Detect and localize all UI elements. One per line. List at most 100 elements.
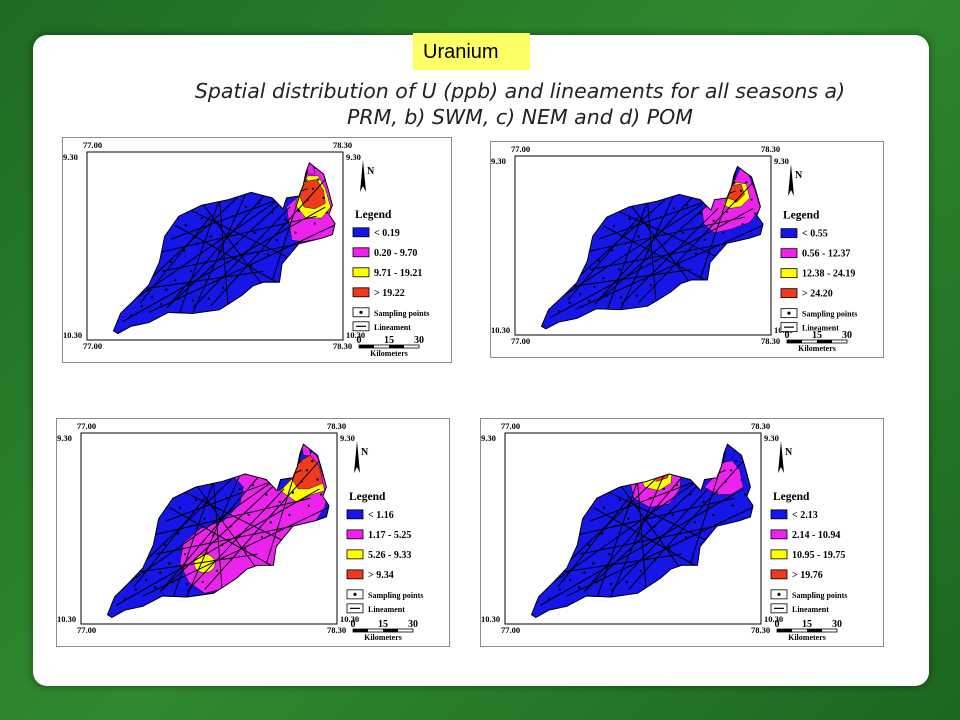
sampling-point xyxy=(244,547,247,550)
sampling-point xyxy=(191,299,195,302)
north-label: N xyxy=(367,166,375,177)
lineament-line xyxy=(142,507,329,597)
sampling-point xyxy=(724,480,727,483)
lineament-line xyxy=(628,460,744,590)
lon-left-bottom: 77.00 xyxy=(83,341,102,351)
scale-zero: 0 xyxy=(785,330,790,341)
lineaments xyxy=(116,451,329,606)
sampling-point xyxy=(123,597,127,601)
sampling-point xyxy=(646,250,649,254)
legend-class-label: > 9.34 xyxy=(368,570,394,581)
lineament-line xyxy=(212,479,223,592)
lat-top-right: 9.30 xyxy=(774,156,789,166)
sampling-point xyxy=(169,260,173,264)
scale-zero: 0 xyxy=(351,619,356,630)
legend-class-label: 0.56 - 12.37 xyxy=(802,249,850,260)
scale-fifteen: 15 xyxy=(378,619,388,630)
sampling-points xyxy=(557,181,757,313)
lon-right-top: 78.30 xyxy=(761,144,780,154)
sampling-point xyxy=(741,222,744,226)
sampling-point xyxy=(325,211,329,214)
map-frame xyxy=(80,432,338,625)
sampling-point xyxy=(316,478,319,481)
sampling-point xyxy=(715,491,719,494)
lineament-line xyxy=(148,224,335,313)
sampling-point xyxy=(649,497,652,500)
lineament-line xyxy=(139,270,264,291)
scale-fifteen: 15 xyxy=(802,619,812,630)
lineaments xyxy=(550,173,763,318)
sampling-point xyxy=(662,487,666,491)
sampling-point xyxy=(646,224,649,227)
sampling-point xyxy=(712,219,715,222)
legend-swatch xyxy=(346,529,364,540)
legend-swatch xyxy=(346,549,364,560)
legend-lineament-label: Lineament xyxy=(374,323,411,332)
sampling-point xyxy=(699,212,702,215)
sampling-point xyxy=(645,543,648,547)
sampling-points xyxy=(129,178,329,317)
legend-class-label: < 2.13 xyxy=(792,510,818,521)
sampling-point xyxy=(203,517,206,520)
sampling-point xyxy=(675,483,679,487)
north-label: N xyxy=(795,170,803,181)
basin-outline xyxy=(540,165,764,330)
sampling-point xyxy=(702,500,705,504)
legend-swatch xyxy=(780,288,798,299)
sampling-point xyxy=(297,209,301,212)
sampling-point xyxy=(190,270,193,273)
lat-top-right: 9.30 xyxy=(764,433,779,443)
lineament-line xyxy=(186,488,285,592)
title-line-1: Spatial distribution of U (ppb) and line… xyxy=(194,79,846,103)
lineament-line xyxy=(638,181,754,304)
sampling-point xyxy=(322,196,325,200)
lineament-line xyxy=(204,460,320,590)
sampling-point xyxy=(229,524,233,528)
sampling-point xyxy=(693,521,696,524)
sampling-point xyxy=(196,242,199,245)
sampling-point xyxy=(729,469,733,472)
lineament-line xyxy=(620,208,719,305)
legend-lineament-label: Lineament xyxy=(368,605,405,614)
sampling-point xyxy=(605,294,608,297)
sampling-point xyxy=(218,224,221,227)
legend-swatch xyxy=(346,569,364,580)
lineament-line xyxy=(594,197,692,305)
legend-swatch xyxy=(352,287,370,298)
sampling-point xyxy=(253,231,256,234)
scale-zero: 0 xyxy=(357,335,362,346)
sampling-point xyxy=(610,249,614,252)
sampling-point xyxy=(672,207,676,210)
lineament-line xyxy=(210,179,326,307)
legend-title: Legend xyxy=(783,210,820,222)
zones-group xyxy=(286,163,336,243)
sampling-point xyxy=(689,493,692,496)
sampling-point xyxy=(588,299,591,303)
basin-group xyxy=(106,443,330,619)
sampling-point xyxy=(294,231,297,234)
sampling-point xyxy=(623,543,626,547)
sampling-point xyxy=(305,469,309,472)
sampling-point xyxy=(628,217,631,221)
title-line-2: PRM, b) SWM, c) NEM and d) POM xyxy=(347,105,693,129)
sampling-point xyxy=(753,212,757,215)
sampling-point xyxy=(612,224,616,227)
lineament-line xyxy=(179,199,220,313)
lon-right-bottom: 78.30 xyxy=(761,336,780,346)
scale-thirty: 30 xyxy=(832,619,842,630)
uranium-badge: Uranium xyxy=(413,33,530,70)
sampling-point xyxy=(178,506,182,509)
legend-lineament-label: Lineament xyxy=(802,324,839,333)
sampling-point xyxy=(712,513,715,517)
sampling-point xyxy=(129,314,133,317)
lat-top-right: 9.30 xyxy=(346,152,361,162)
sampling-point xyxy=(725,210,729,214)
sampling-point xyxy=(739,189,743,193)
legend-class-label: 5.26 - 9.33 xyxy=(368,550,411,561)
sampling-point xyxy=(600,532,604,535)
basin-group xyxy=(530,443,754,619)
lineament-line xyxy=(646,199,657,305)
